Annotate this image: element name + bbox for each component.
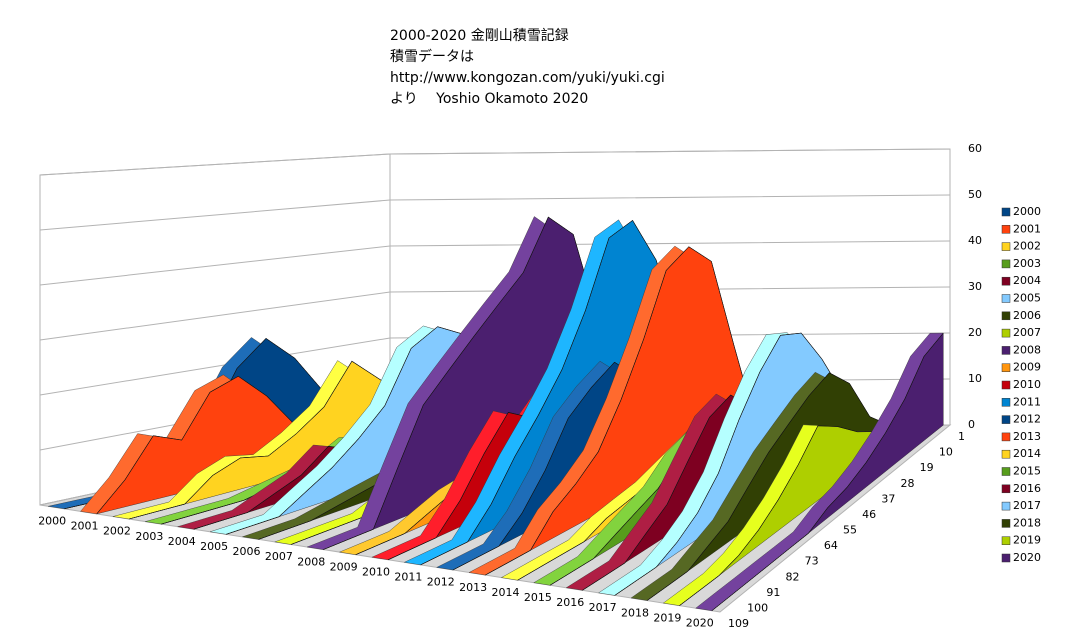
legend-label: 2020: [1013, 551, 1041, 564]
legend-label: 2011: [1013, 395, 1041, 408]
x-tick-label: 55: [843, 524, 857, 537]
legend-swatch: [1001, 519, 1011, 528]
x-tick-label: 100: [747, 601, 768, 614]
x-tick-label: 10: [939, 446, 953, 459]
legend-swatch: [1001, 415, 1011, 424]
legend-swatch: [1001, 207, 1011, 217]
legend-label: 2000: [1013, 205, 1041, 218]
legend-swatch: [1001, 225, 1011, 234]
chart-title: 2000-2020 金剛山積雪記録: [390, 27, 569, 44]
legend-swatch: [1001, 328, 1011, 338]
legend-label: 2019: [1013, 534, 1041, 547]
grid-line: [39, 332, 951, 396]
x-tick-label: 64: [824, 539, 838, 552]
x-tick-label: 46: [862, 508, 876, 521]
chart-title: より Yoshio Okamoto 2020: [390, 91, 588, 107]
y-tick-label: 60: [968, 142, 982, 155]
legend-swatch: [1001, 311, 1011, 321]
legend-label: 2017: [1013, 499, 1041, 512]
ribbon-line: [323, 216, 624, 550]
legend-label: 2009: [1013, 361, 1041, 374]
legend-swatch: [1001, 467, 1011, 476]
legend-label: 2007: [1013, 326, 1041, 339]
x-tick-label: 19: [920, 461, 934, 474]
legend-swatch: [1001, 536, 1011, 545]
legend-swatch: [1001, 276, 1011, 286]
legend-swatch: [1001, 449, 1011, 459]
chart-title: 積雪データは: [390, 48, 474, 65]
series-label: 2004: [168, 535, 196, 548]
grid-line: [39, 286, 951, 341]
legend-swatch: [1001, 501, 1011, 511]
x-tick-label: 82: [786, 570, 800, 583]
grid-line: [39, 148, 951, 176]
series-label: 2003: [135, 530, 163, 543]
series-label: 2002: [103, 525, 131, 538]
legend-label: 2008: [1013, 343, 1041, 356]
y-tick-label: 40: [968, 234, 982, 247]
x-tick-label: 73: [805, 555, 819, 568]
legend-label: 2013: [1013, 430, 1041, 443]
legend-label: 2010: [1013, 378, 1041, 391]
series-label: 2012: [427, 576, 455, 589]
series-label: 2013: [459, 581, 487, 594]
legend-swatch: [1001, 363, 1011, 372]
legend-swatch: [1001, 346, 1011, 355]
series-label: 2005: [200, 540, 228, 553]
legend-label: 2012: [1013, 413, 1041, 426]
legend-swatch: [1001, 242, 1011, 251]
series-label: 2014: [492, 586, 520, 599]
x-tick-label: 1: [958, 430, 965, 443]
grid-line: [39, 240, 951, 286]
legend-swatch: [1001, 380, 1011, 390]
legend-swatch: [1001, 432, 1011, 442]
grid-line: [39, 194, 951, 231]
legend-label: 2002: [1013, 240, 1041, 253]
series-label: 2011: [394, 571, 422, 584]
series-label: 2016: [556, 596, 584, 609]
series-label: 2007: [265, 550, 293, 563]
x-tick-label: 91: [766, 586, 780, 599]
x-tick-label: 28: [901, 477, 915, 490]
legend-label: 2015: [1013, 465, 1041, 478]
ribbon-line: [646, 372, 891, 601]
ribbon-line: [485, 246, 757, 576]
x-tick-label: 37: [881, 492, 895, 505]
legend-swatch: [1001, 484, 1011, 494]
series-label: 2008: [297, 555, 325, 568]
legend-swatch: [1001, 553, 1011, 563]
legend-label: 2004: [1013, 274, 1041, 287]
ribbon-line: [711, 332, 944, 611]
series-label: 2000: [38, 515, 66, 528]
y-tick-label: 20: [968, 326, 982, 339]
ribbon-line: [614, 332, 864, 596]
series-label: 2001: [71, 520, 99, 533]
legend-label: 2018: [1013, 516, 1041, 529]
series-label: 2006: [232, 545, 260, 558]
series-label: 2010: [362, 566, 390, 579]
chart-title: http://www.kongozan.com/yuki/yuki.cgi: [390, 70, 665, 86]
series-label: 2009: [330, 560, 358, 573]
series-label: 2015: [524, 591, 552, 604]
ribbon-line: [420, 219, 704, 566]
y-tick-label: 30: [968, 280, 982, 293]
series-label: 2020: [686, 616, 714, 629]
legend-swatch: [1001, 398, 1011, 407]
legend-label: 2001: [1013, 222, 1041, 235]
x-tick-label: 109: [728, 617, 749, 630]
y-tick-label: 50: [968, 188, 982, 201]
series-label: 2018: [621, 606, 649, 619]
legend-label: 2006: [1013, 309, 1041, 322]
legend-label: 2005: [1013, 292, 1041, 305]
legend-swatch: [1001, 259, 1011, 269]
legend-label: 2003: [1013, 257, 1041, 270]
series-label: 2017: [589, 601, 617, 614]
legend-label: 2016: [1013, 482, 1041, 495]
legend-label: 2014: [1013, 447, 1041, 460]
y-tick-label: 10: [968, 372, 982, 385]
y-tick-label: 0: [968, 418, 975, 431]
legend-swatch: [1001, 294, 1011, 303]
series-label: 2019: [653, 611, 681, 624]
